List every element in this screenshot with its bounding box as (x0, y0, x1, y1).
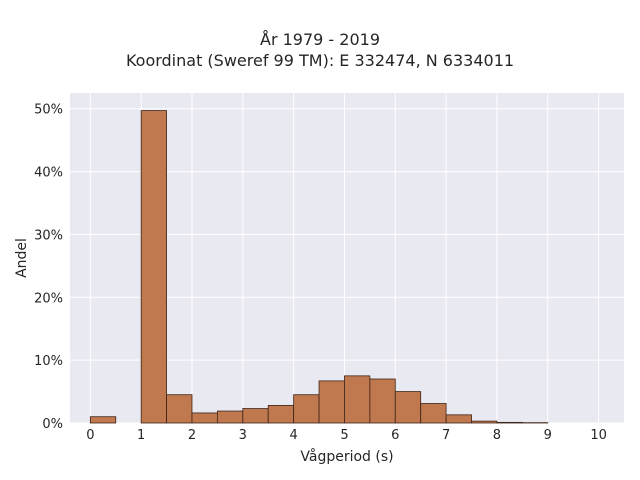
x-tick-label: 3 (239, 428, 247, 443)
y-tick-label: 40% (34, 166, 63, 181)
y-tick-label: 30% (34, 228, 63, 243)
histogram-bar (166, 394, 193, 424)
y-tick-label: 50% (34, 103, 63, 118)
x-tick-label: 0 (86, 428, 94, 443)
histogram-bar (267, 404, 295, 424)
x-tick-label: 1 (137, 428, 145, 443)
x-tick-label: 2 (188, 428, 196, 443)
x-tick-label: 4 (289, 428, 297, 443)
histogram-bar (318, 380, 345, 424)
histogram-bar (242, 408, 269, 424)
x-tick-label: 6 (391, 428, 399, 443)
x-tick-label: 10 (590, 428, 607, 443)
histogram-bars (89, 110, 549, 424)
x-tick-label: 5 (340, 428, 348, 443)
chart-title-line-2: Koordinat (Sweref 99 TM): E 332474, N 63… (125, 51, 515, 70)
histogram-bar (89, 416, 117, 424)
histogram-bar (216, 410, 244, 424)
histogram-bar (140, 110, 167, 424)
histogram-bar (420, 403, 447, 424)
x-tick-labels: 0 1 2 3 4 5 6 7 8 9 10 (86, 428, 607, 443)
chart-title-line-1: År 1979 - 2019 (260, 30, 380, 49)
histogram-bar (471, 420, 498, 424)
histogram-bar (445, 414, 472, 424)
x-tick-label: 8 (493, 428, 501, 443)
y-tick-label: 0% (42, 417, 63, 432)
y-tick-labels: 0% 10% 20% 30% 40% 50% (34, 103, 63, 432)
histogram-bar (293, 394, 320, 424)
histogram-bar (496, 421, 523, 424)
histogram-bar (344, 375, 371, 424)
histogram-bar (369, 378, 396, 424)
x-tick-label: 7 (442, 428, 450, 443)
x-tick-label: 9 (544, 428, 552, 443)
histogram-bar (191, 412, 218, 424)
histogram-bar (394, 391, 422, 424)
y-tick-label: 20% (34, 291, 63, 306)
x-axis-label: Vågperiod (s) (300, 448, 393, 465)
y-axis-label: Andel (14, 238, 30, 278)
y-tick-label: 10% (34, 354, 63, 369)
